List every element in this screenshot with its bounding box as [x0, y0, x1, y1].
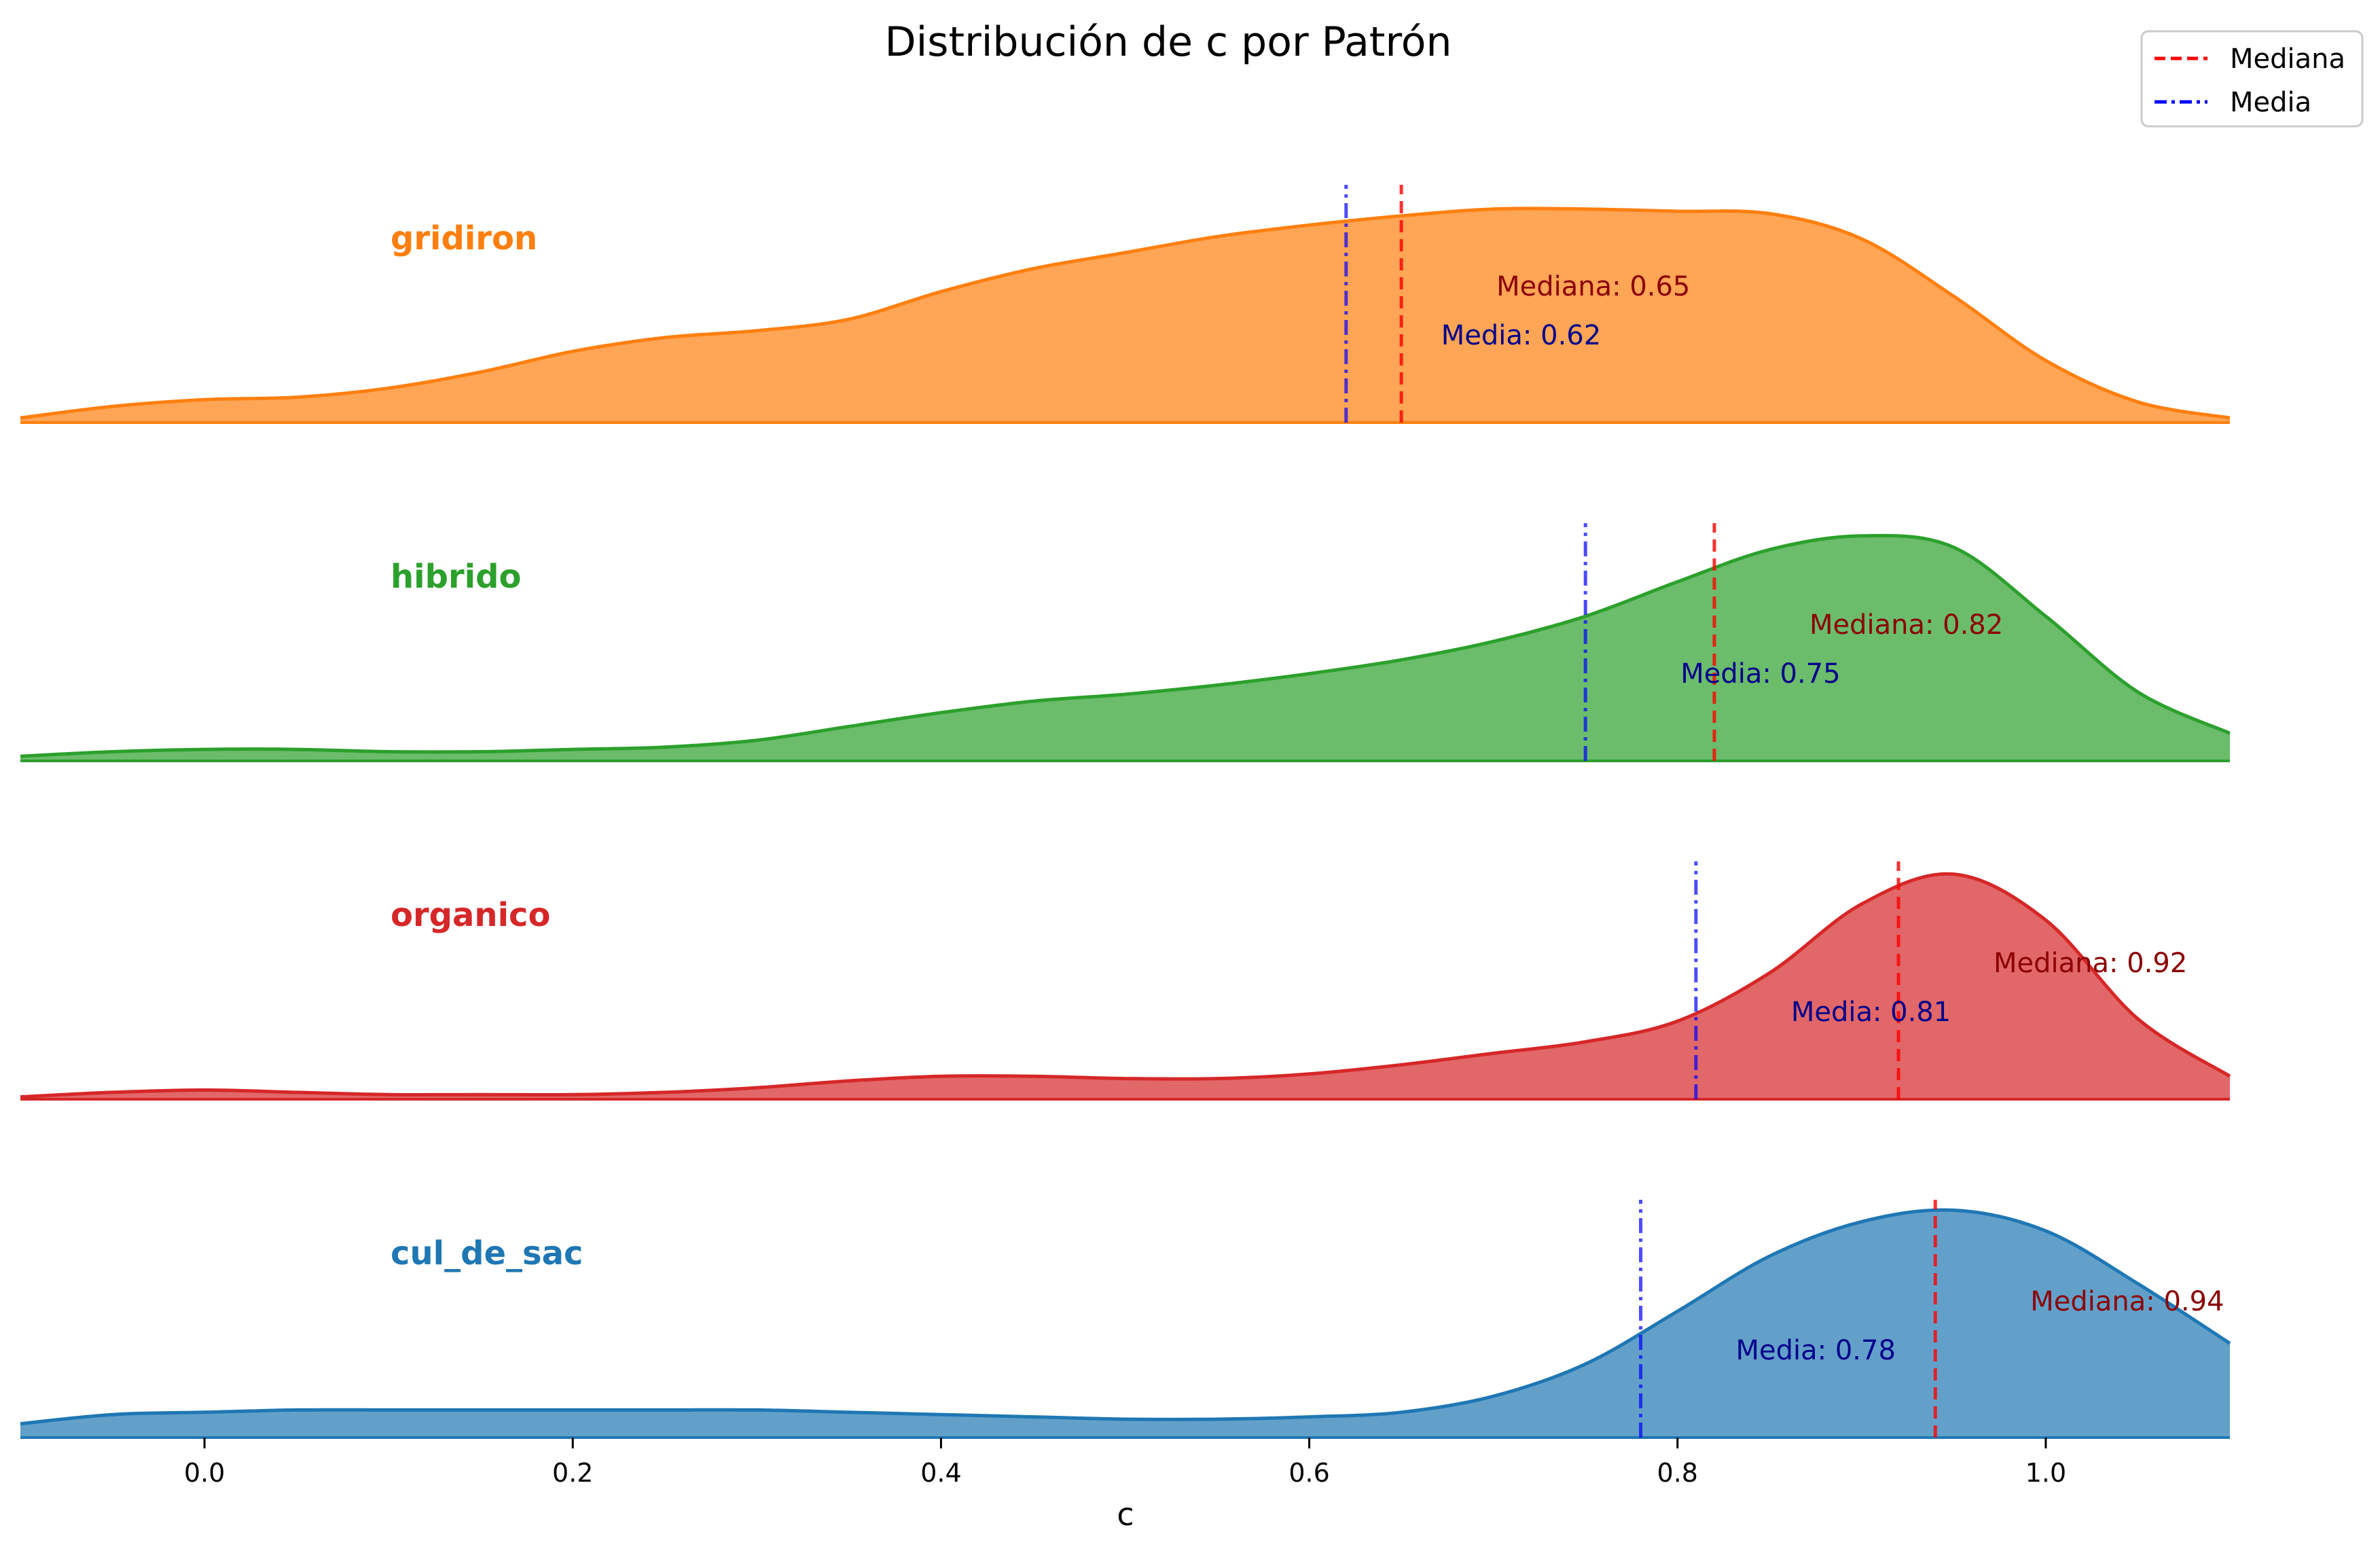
x-axis: 0.0 0.2 0.4 0.6 0.8 1.0 — [184, 1438, 2066, 1488]
legend-label-mediana: Mediana — [2230, 43, 2345, 75]
density-area-gridiron — [20, 208, 2230, 423]
density-line-gridiron — [20, 207, 2231, 420]
series-label-hibrido: hibrido — [391, 558, 521, 596]
x-tick-label: 0.6 — [1288, 1458, 1329, 1488]
x-tick-label: 0.2 — [552, 1458, 593, 1488]
x-tick-label: 1.0 — [2025, 1458, 2066, 1488]
ridge-cul_de_sac: cul_de_sac Mediana: 0.94 Media: 0.78 — [20, 1200, 2231, 1439]
median-annotation-organico: Mediana: 0.92 — [1994, 948, 2187, 979]
density-area-hibrido — [20, 535, 2230, 761]
x-axis-label: c — [1117, 1496, 1134, 1533]
mean-annotation-cul_de_sac: Media: 0.78 — [1736, 1335, 1896, 1366]
median-annotation-gridiron: Mediana: 0.65 — [1496, 271, 1690, 302]
density-line-hibrido — [20, 533, 2231, 758]
median-annotation-hibrido: Mediana: 0.82 — [1809, 609, 2003, 641]
mean-annotation-organico: Media: 0.81 — [1791, 997, 1951, 1028]
x-tick-label: 0.4 — [920, 1458, 961, 1488]
x-tick-label: 0.0 — [184, 1458, 225, 1488]
x-tick-label: 0.8 — [1657, 1458, 1698, 1488]
series-label-cul_de_sac: cul_de_sac — [391, 1234, 583, 1272]
mean-annotation-gridiron: Media: 0.62 — [1441, 320, 1601, 351]
legend-label-media: Media — [2230, 87, 2311, 118]
ridge-hibrido: hibrido Mediana: 0.82 Media: 0.75 — [20, 523, 2231, 762]
density-area-organico — [20, 874, 2230, 1099]
chart-title: Distribución de c por Patrón — [884, 18, 1452, 66]
density-line-cul_de_sac — [20, 1208, 2231, 1426]
ridge-organico: organico Mediana: 0.92 Media: 0.81 — [20, 861, 2231, 1101]
density-line-organico — [20, 872, 2231, 1099]
series-label-organico: organico — [391, 896, 550, 934]
density-area-cul_de_sac — [20, 1210, 2230, 1438]
series-label-gridiron: gridiron — [391, 219, 537, 257]
mean-annotation-hibrido: Media: 0.75 — [1680, 658, 1840, 690]
ridges: gridiron Mediana: 0.65 Media: 0.62 hibrido M… — [20, 185, 2231, 1439]
legend: Mediana Media — [2140, 30, 2364, 128]
median-annotation-cul_de_sac: Mediana: 0.94 — [2030, 1286, 2224, 1317]
ridge-gridiron: gridiron Mediana: 0.65 Media: 0.62 — [20, 185, 2231, 424]
